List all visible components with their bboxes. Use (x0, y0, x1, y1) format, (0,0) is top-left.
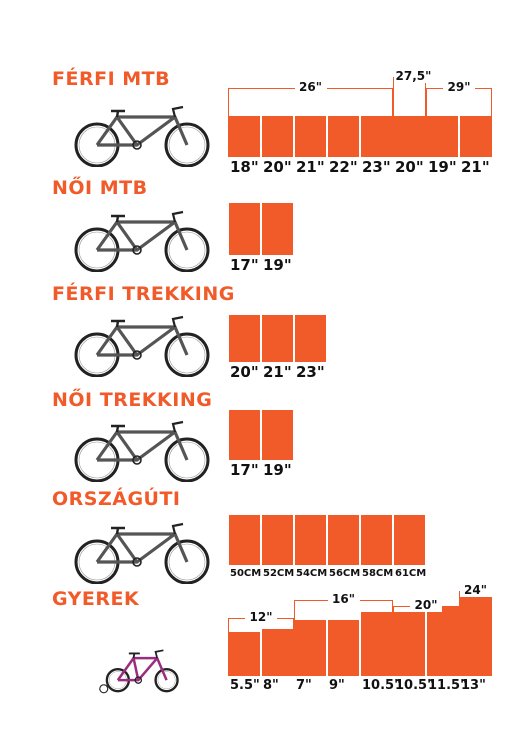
height-range-label: 160-170 CM (229, 433, 232, 458)
wheel-size-bracket (294, 600, 393, 676)
size-bar: 170-180 CM (262, 410, 293, 460)
size-bar: 165-175 CM (229, 116, 260, 157)
size-bar: 160-180 CM (229, 203, 260, 255)
height-range-label: 160-180 CM (229, 228, 232, 253)
size-bar: 165-175 CM (262, 515, 293, 565)
frame-size-label: 8" (263, 678, 279, 693)
size-bar: 135-145 CM (460, 594, 491, 676)
frame-size-label: 17" (230, 256, 259, 274)
size-bar: 170-180 CM (262, 116, 293, 157)
frame-size-label: 19" (263, 461, 292, 479)
height-range-label: 185-195 CM (295, 335, 298, 360)
frame-size-label: 20" (395, 158, 424, 176)
frame-size-label: 22" (329, 158, 358, 176)
size-bar: 170-180 CM (229, 315, 260, 362)
frame-size-label: 19" (428, 158, 457, 176)
section-title: NŐI MTB (52, 177, 148, 199)
wheel-size-bracket (228, 88, 393, 157)
size-bar: 170-180 CM (262, 203, 293, 255)
size-bar: 85-95 CM (229, 632, 260, 676)
bicycle-icon (72, 410, 212, 487)
frame-size-label: 56CM (329, 568, 361, 579)
wheel-size-bracket (393, 77, 426, 157)
size-bar: 175-185 CM (328, 515, 359, 565)
wheel-size-bracket (393, 606, 459, 676)
wheel-size-bracket (426, 88, 492, 157)
wheel-size-label: 24" (459, 583, 492, 597)
wheel-size-label: 26" (294, 80, 327, 94)
section-title: FÉRFI TREKKING (52, 283, 235, 305)
bicycle-icon (88, 625, 198, 712)
size-bar: 180-190 CM (328, 116, 359, 157)
height-range-label: 165-175 CM (262, 538, 265, 563)
size-bar: 90-105 CM (262, 629, 293, 676)
wheel-size-bracket (228, 618, 294, 676)
size-bar: 100-110 CM (295, 620, 326, 676)
bicycle-icon (72, 305, 212, 382)
height-range-label: 195-205 CM (394, 538, 397, 563)
frame-size-label: 23" (296, 363, 325, 381)
size-bar: 160-170 CM (229, 410, 260, 460)
bicycle-icon (72, 95, 212, 172)
height-range-label: 185-195 CM (361, 538, 364, 563)
frame-size-label: 21" (296, 158, 325, 176)
wheel-size-bracket (459, 591, 492, 676)
frame-size-label: 18" (230, 158, 259, 176)
size-bar: 115-125 CM (394, 612, 425, 676)
height-range-label: 170-180 CM (262, 433, 265, 458)
frame-size-label: 21" (263, 363, 292, 381)
bicycle-icon (72, 200, 212, 277)
section-title: ORSZÁGÚTI (52, 488, 181, 510)
height-range-label: 175-185 CM (328, 538, 331, 563)
frame-size-label: 52CM (263, 568, 295, 579)
wheel-size-label: 20" (410, 598, 442, 612)
section-title: FÉRFI MTB (52, 68, 171, 90)
frame-size-label: 10.5" (362, 678, 401, 693)
size-bar: 170-180 CM (394, 116, 425, 157)
size-bar: 170-180 CM (427, 116, 458, 157)
section-title: NŐI TREKKING (52, 389, 213, 411)
height-range-label: 170-180 CM (295, 538, 298, 563)
size-bar: 115-125 CM (361, 612, 392, 676)
frame-size-label: 9" (329, 678, 345, 693)
height-range-label: 170-180 CM (229, 335, 232, 360)
section-title: GYEREK (52, 588, 140, 610)
height-range-label: 155-165 CM (229, 538, 232, 563)
frame-size-label: 11.5" (428, 678, 467, 693)
height-range-label: 175-185 CM (262, 335, 265, 360)
size-bar: 185-195 CM (295, 315, 326, 362)
size-bar: 170-180 CM (295, 515, 326, 565)
size-bar: 185-195 CM (361, 515, 392, 565)
size-bar: 180-190 CM (460, 116, 491, 157)
wheel-size-label: 12" (245, 610, 277, 624)
wheel-size-label: 27,5" (393, 69, 432, 83)
frame-size-label: 13" (461, 678, 486, 693)
frame-size-label: 54CM (296, 568, 328, 579)
wheel-size-label: 16" (327, 592, 360, 606)
size-bar: 175-185 CM (262, 315, 293, 362)
frame-size-label: 58CM (362, 568, 394, 579)
frame-size-label: 7" (296, 678, 312, 693)
size-bar: 110-120 CM (328, 620, 359, 676)
size-bar: 120-135 CM (427, 606, 458, 676)
size-bar: 175-185 CM (295, 116, 326, 157)
frame-size-label: 20" (230, 363, 259, 381)
size-bar: 185-195 CM (361, 116, 392, 157)
size-bar: 155-165 CM (229, 515, 260, 565)
frame-size-label: 23" (362, 158, 391, 176)
frame-size-label: 20" (263, 158, 292, 176)
height-range-label: 170-180 CM (262, 228, 265, 253)
frame-size-label: 21" (461, 158, 490, 176)
frame-size-label: 50CM (230, 568, 262, 579)
frame-size-label: 5.5" (230, 678, 260, 693)
bicycle-icon (72, 512, 212, 589)
wheel-size-label: 29" (443, 80, 475, 94)
frame-size-label: 10.5" (395, 678, 434, 693)
frame-size-label: 61CM (395, 568, 427, 579)
frame-size-label: 19" (263, 256, 292, 274)
size-bar: 195-205 CM (394, 515, 425, 565)
frame-size-label: 17" (230, 461, 259, 479)
